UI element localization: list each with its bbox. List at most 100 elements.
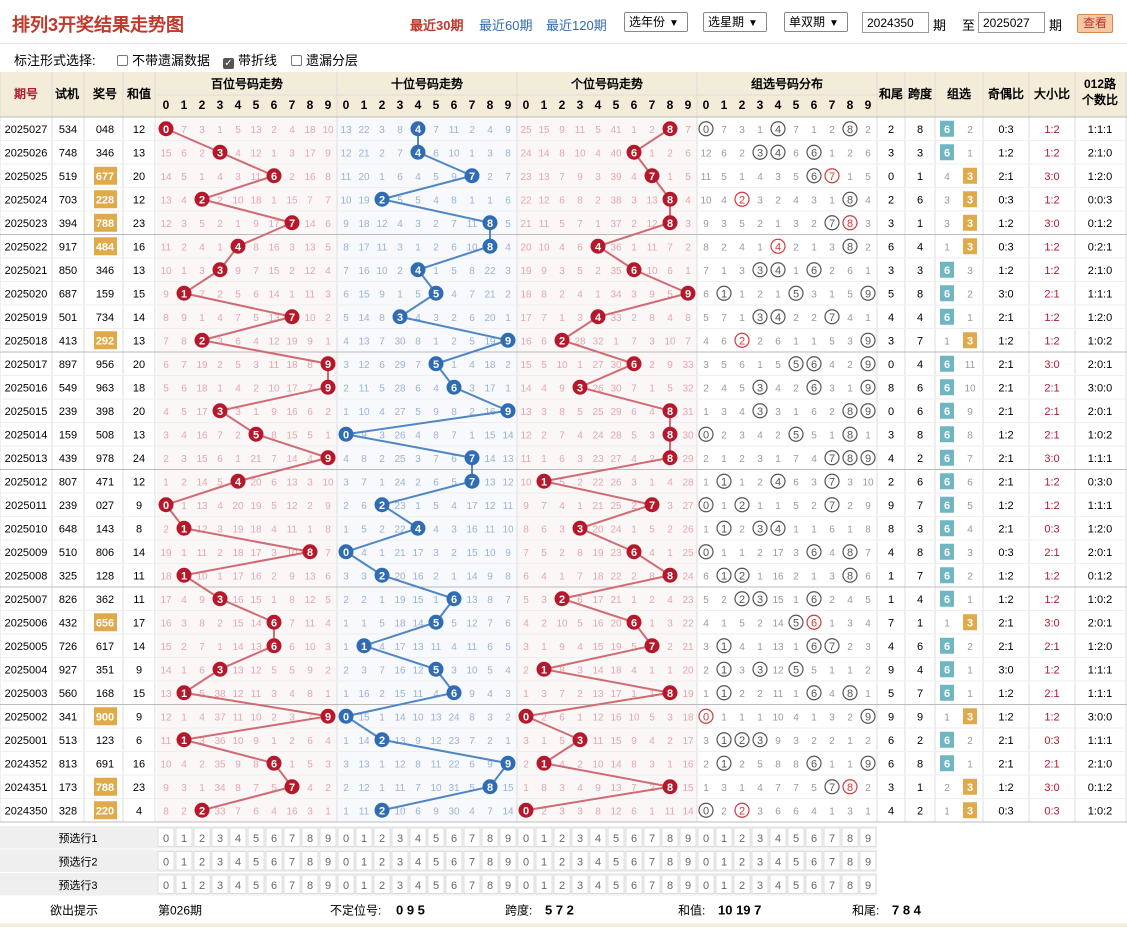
preselect-digit-cell[interactable] (499, 827, 517, 847)
preselect-digit-cell[interactable] (283, 874, 301, 894)
preselect-digit-cell[interactable] (481, 827, 499, 847)
preselect-digit-cell[interactable] (319, 851, 337, 871)
preselect-digit-cell[interactable] (373, 827, 391, 847)
preselect-digit-cell[interactable] (301, 874, 319, 894)
range-60-link[interactable]: 最近60期 (479, 18, 533, 33)
preselect-digit-cell[interactable] (481, 874, 499, 894)
preselect-digit-cell[interactable] (319, 874, 337, 894)
preselect-digit-cell[interactable] (355, 827, 373, 847)
preselect-digit-cell[interactable] (589, 851, 607, 871)
preselect-digit-cell[interactable] (229, 851, 247, 871)
preselect-digit-cell[interactable] (823, 851, 841, 871)
preselect-digit-cell[interactable] (301, 851, 319, 871)
preselect-digit-cell[interactable] (265, 874, 283, 894)
preselect-digit-cell[interactable] (157, 874, 175, 894)
preselect-digit-cell[interactable] (751, 874, 769, 894)
preselect-digit-cell[interactable] (373, 851, 391, 871)
preselect-digit-cell[interactable] (391, 851, 409, 871)
preselect-digit-cell[interactable] (535, 827, 553, 847)
preselect-digit-cell[interactable] (175, 874, 193, 894)
preselect-digit-cell[interactable] (427, 874, 445, 894)
preselect-digit-cell[interactable] (499, 874, 517, 894)
preselect-digit-cell[interactable] (715, 874, 733, 894)
preselect-digit-cell[interactable] (643, 827, 661, 847)
preselect-digit-cell[interactable] (193, 874, 211, 894)
preselect-digit-cell[interactable] (409, 874, 427, 894)
preselect-digit-cell[interactable] (229, 874, 247, 894)
preselect-digit-cell[interactable] (733, 827, 751, 847)
preselect-digit-cell[interactable] (643, 851, 661, 871)
preselect-digit-cell[interactable] (517, 851, 535, 871)
preselect-digit-cell[interactable] (607, 827, 625, 847)
preselect-digit-cell[interactable] (553, 851, 571, 871)
preselect-digit-cell[interactable] (697, 874, 715, 894)
preselect-digit-cell[interactable] (787, 874, 805, 894)
preselect-digit-cell[interactable] (535, 874, 553, 894)
preselect-digit-cell[interactable] (589, 874, 607, 894)
preselect-digit-cell[interactable] (823, 874, 841, 894)
preselect-digit-cell[interactable] (301, 827, 319, 847)
query-button[interactable]: 查看 (1077, 14, 1113, 33)
preselect-digit-cell[interactable] (841, 827, 859, 847)
year-select[interactable]: 选年份 ▼ (624, 12, 688, 32)
preselect-digit-cell[interactable] (859, 827, 877, 847)
preselect-digit-cell[interactable] (733, 874, 751, 894)
preselect-digit-cell[interactable] (463, 874, 481, 894)
preselect-digit-cell[interactable] (355, 874, 373, 894)
preselect-digit-cell[interactable] (265, 827, 283, 847)
week-select[interactable]: 选星期 ▼ (703, 12, 767, 32)
preselect-digit-cell[interactable] (553, 827, 571, 847)
preselect-digit-cell[interactable] (481, 851, 499, 871)
preselect-digit-cell[interactable] (769, 874, 787, 894)
preselect-digit-cell[interactable] (715, 827, 733, 847)
preselect-digit-cell[interactable] (337, 874, 355, 894)
preselect-digit-cell[interactable] (769, 827, 787, 847)
preselect-digit-cell[interactable] (733, 851, 751, 871)
preselect-digit-cell[interactable] (823, 827, 841, 847)
preselect-digit-cell[interactable] (355, 851, 373, 871)
preselect-digit-cell[interactable] (643, 874, 661, 894)
range-30-link[interactable]: 最近30期 (410, 18, 464, 33)
preselect-digit-cell[interactable] (661, 827, 679, 847)
preselect-digit-cell[interactable] (337, 851, 355, 871)
preselect-digit-cell[interactable] (859, 874, 877, 894)
preselect-digit-cell[interactable] (175, 851, 193, 871)
preselect-digit-cell[interactable] (337, 827, 355, 847)
preselect-digit-cell[interactable] (445, 827, 463, 847)
preselect-digit-cell[interactable] (589, 827, 607, 847)
preselect-digit-cell[interactable] (463, 851, 481, 871)
preselect-digit-cell[interactable] (571, 827, 589, 847)
preselect-digit-cell[interactable] (805, 851, 823, 871)
preselect-digit-cell[interactable] (391, 827, 409, 847)
preselect-digit-cell[interactable] (697, 827, 715, 847)
preselect-digit-cell[interactable] (265, 851, 283, 871)
preselect-digit-cell[interactable] (661, 874, 679, 894)
preselect-digit-cell[interactable] (517, 874, 535, 894)
preselect-digit-cell[interactable] (211, 851, 229, 871)
preselect-digit-cell[interactable] (787, 851, 805, 871)
preselect-digit-cell[interactable] (427, 827, 445, 847)
preselect-digit-cell[interactable] (805, 827, 823, 847)
preselect-digit-cell[interactable] (193, 827, 211, 847)
preselect-digit-cell[interactable] (553, 874, 571, 894)
preselect-digit-cell[interactable] (175, 827, 193, 847)
preselect-digit-cell[interactable] (607, 851, 625, 871)
preselect-digit-cell[interactable] (211, 874, 229, 894)
preselect-digit-cell[interactable] (157, 851, 175, 871)
preselect-digit-cell[interactable] (193, 851, 211, 871)
preselect-digit-cell[interactable] (229, 827, 247, 847)
preselect-digit-cell[interactable] (427, 851, 445, 871)
preselect-digit-cell[interactable] (373, 874, 391, 894)
parity-select[interactable]: 单双期 ▼ (784, 12, 848, 32)
preselect-digit-cell[interactable] (283, 827, 301, 847)
preselect-digit-cell[interactable] (391, 874, 409, 894)
preselect-digit-cell[interactable] (319, 827, 337, 847)
preselect-digit-cell[interactable] (805, 874, 823, 894)
preselect-digit-cell[interactable] (157, 827, 175, 847)
preselect-digit-cell[interactable] (409, 827, 427, 847)
preselect-digit-cell[interactable] (607, 874, 625, 894)
polyline-checkbox[interactable]: ✓ 带折线 (223, 53, 278, 69)
preselect-digit-cell[interactable] (625, 827, 643, 847)
preselect-digit-cell[interactable] (445, 874, 463, 894)
preselect-digit-cell[interactable] (679, 827, 697, 847)
